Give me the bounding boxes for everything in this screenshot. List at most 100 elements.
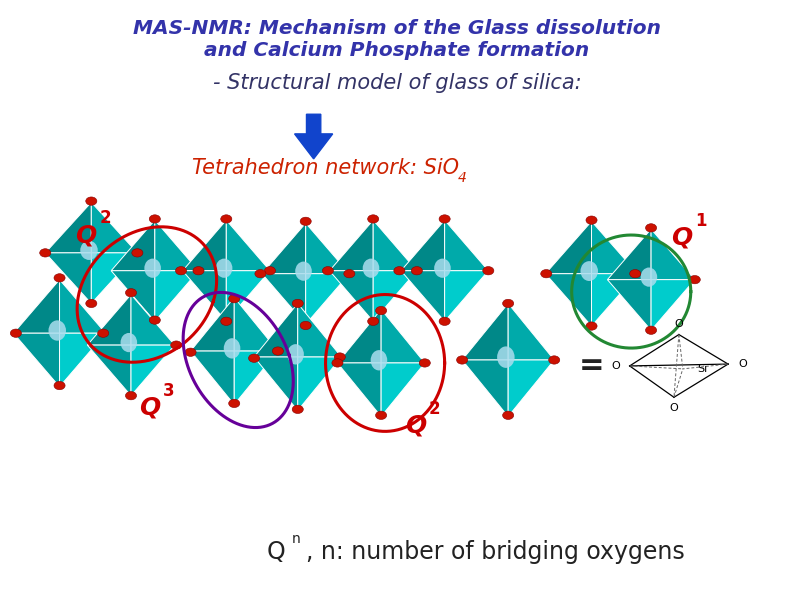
Circle shape	[193, 267, 204, 275]
Text: MAS-NMR: Mechanism of the Glass dissolution: MAS-NMR: Mechanism of the Glass dissolut…	[133, 19, 661, 38]
Polygon shape	[337, 363, 381, 416]
Polygon shape	[592, 274, 638, 326]
Polygon shape	[131, 345, 175, 396]
Circle shape	[264, 267, 276, 275]
Ellipse shape	[497, 346, 515, 368]
Polygon shape	[337, 309, 381, 363]
Ellipse shape	[224, 338, 241, 359]
Polygon shape	[45, 202, 91, 253]
Text: Q: Q	[75, 223, 97, 247]
Circle shape	[646, 326, 657, 334]
Circle shape	[419, 359, 430, 367]
Circle shape	[439, 317, 450, 325]
Polygon shape	[445, 220, 488, 271]
Ellipse shape	[363, 259, 380, 278]
Polygon shape	[401, 220, 445, 271]
Text: Si: Si	[697, 364, 707, 374]
Polygon shape	[91, 253, 137, 303]
Polygon shape	[545, 274, 592, 326]
Circle shape	[171, 341, 182, 349]
Circle shape	[86, 197, 97, 205]
Circle shape	[10, 329, 21, 337]
Polygon shape	[592, 221, 638, 274]
Circle shape	[292, 299, 303, 308]
Circle shape	[646, 224, 657, 232]
Polygon shape	[651, 229, 695, 280]
Circle shape	[175, 267, 187, 275]
Circle shape	[689, 275, 700, 284]
Circle shape	[300, 217, 311, 226]
Text: 2: 2	[99, 209, 111, 227]
Text: O: O	[611, 361, 620, 371]
Text: n: n	[292, 532, 301, 546]
Polygon shape	[401, 271, 445, 321]
Text: Q: Q	[139, 396, 160, 419]
Polygon shape	[298, 303, 341, 357]
Circle shape	[292, 405, 303, 414]
Text: 1: 1	[695, 212, 706, 230]
Polygon shape	[381, 363, 425, 416]
Polygon shape	[298, 357, 341, 411]
Polygon shape	[155, 220, 198, 271]
Polygon shape	[373, 271, 417, 321]
Text: Tetrahedron network: SiO: Tetrahedron network: SiO	[192, 158, 459, 178]
Ellipse shape	[434, 259, 451, 278]
Circle shape	[630, 270, 641, 278]
Polygon shape	[330, 271, 373, 321]
Polygon shape	[607, 229, 651, 280]
Polygon shape	[183, 220, 226, 271]
Text: Q: Q	[267, 540, 286, 564]
Polygon shape	[545, 221, 592, 274]
Circle shape	[149, 316, 160, 324]
Circle shape	[376, 411, 387, 419]
Polygon shape	[508, 303, 554, 360]
Polygon shape	[234, 298, 278, 351]
Circle shape	[549, 356, 560, 364]
Polygon shape	[306, 274, 349, 324]
Text: , n: number of bridging oxygens: , n: number of bridging oxygens	[306, 540, 684, 564]
Circle shape	[394, 267, 405, 275]
Text: Q: Q	[405, 414, 426, 437]
Circle shape	[132, 249, 143, 257]
Text: O: O	[669, 403, 678, 413]
Polygon shape	[462, 303, 508, 360]
Ellipse shape	[121, 333, 137, 352]
Polygon shape	[226, 271, 270, 321]
Polygon shape	[111, 220, 155, 271]
Circle shape	[503, 411, 514, 419]
Ellipse shape	[216, 259, 233, 278]
Polygon shape	[183, 271, 226, 321]
Polygon shape	[226, 220, 270, 271]
Polygon shape	[91, 202, 137, 253]
Polygon shape	[254, 357, 298, 411]
Polygon shape	[330, 220, 373, 271]
Circle shape	[54, 274, 65, 282]
Text: O: O	[738, 359, 747, 369]
Circle shape	[149, 215, 160, 223]
Polygon shape	[87, 345, 131, 396]
Circle shape	[229, 399, 240, 408]
Ellipse shape	[80, 241, 98, 260]
Text: O: O	[674, 319, 684, 329]
Text: - Structural model of glass of silica:: - Structural model of glass of silica:	[213, 73, 581, 93]
Text: and Calcium Phosphate formation: and Calcium Phosphate formation	[204, 41, 590, 60]
Polygon shape	[262, 223, 306, 274]
Polygon shape	[13, 333, 60, 387]
Polygon shape	[651, 280, 695, 330]
Text: Q: Q	[671, 226, 692, 250]
Circle shape	[503, 299, 514, 308]
Circle shape	[344, 270, 355, 278]
Circle shape	[272, 347, 283, 355]
Circle shape	[125, 289, 137, 297]
Polygon shape	[60, 280, 106, 333]
Circle shape	[221, 215, 232, 223]
Ellipse shape	[641, 268, 657, 287]
Polygon shape	[445, 271, 488, 321]
Ellipse shape	[287, 344, 304, 365]
Circle shape	[40, 249, 51, 257]
Circle shape	[368, 317, 379, 325]
Polygon shape	[155, 271, 198, 321]
Ellipse shape	[371, 350, 387, 371]
Polygon shape	[13, 280, 60, 333]
Ellipse shape	[580, 261, 598, 281]
